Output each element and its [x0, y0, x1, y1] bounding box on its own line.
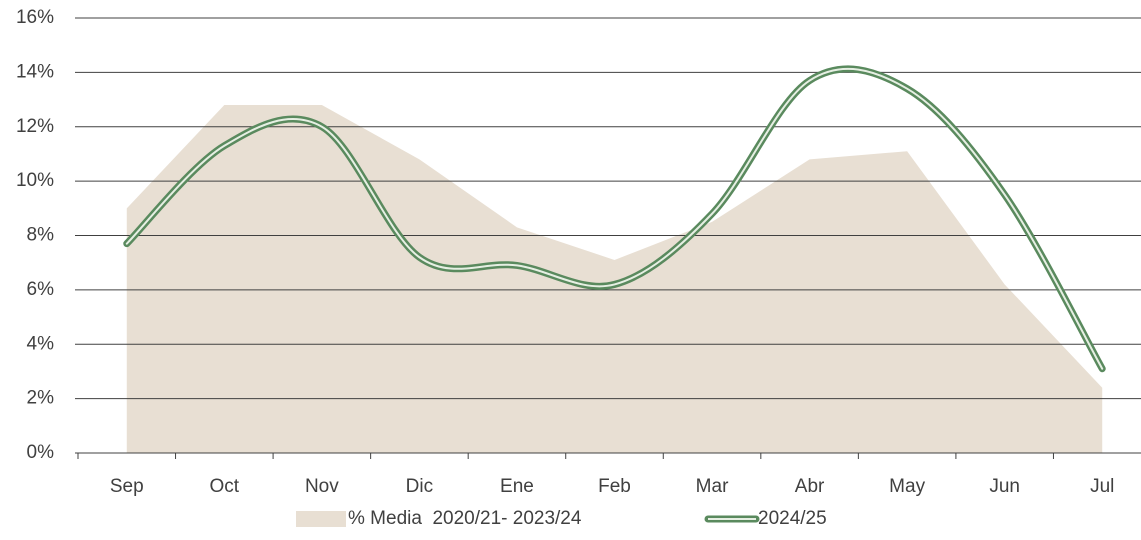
legend-swatch [296, 511, 346, 527]
x-tick-label: Mar [696, 476, 729, 497]
line-highlight [125, 67, 1104, 370]
x-tick-label: May [889, 476, 925, 497]
y-tick-label: 0% [27, 442, 55, 463]
legend-label: 2024/25 [758, 508, 827, 529]
y-tick-label: 16% [16, 7, 54, 28]
x-tick-label: Abr [795, 476, 825, 497]
y-tick-label: 2% [27, 388, 55, 409]
y-tick-label: 14% [16, 61, 54, 82]
y-tick-label: 6% [27, 279, 55, 300]
x-tick-label: Sep [110, 476, 144, 497]
y-tick-label: 4% [27, 333, 55, 354]
x-tick-label: Feb [598, 476, 631, 497]
area [126, 105, 1103, 453]
x-tick-label: Jul [1090, 476, 1114, 497]
legend-label: % Media 2020/21- 2023/24 [348, 508, 582, 529]
y-tick-label: 12% [16, 116, 54, 137]
x-tick-label: Jun [989, 476, 1020, 497]
x-tick-label: Ene [500, 476, 534, 497]
y-tick-label: 8% [27, 225, 55, 246]
x-tick-label: Dic [406, 476, 433, 497]
y-tick-label: 10% [16, 170, 54, 191]
x-tick-label: Oct [210, 476, 240, 497]
x-tick-label: Nov [305, 476, 339, 497]
